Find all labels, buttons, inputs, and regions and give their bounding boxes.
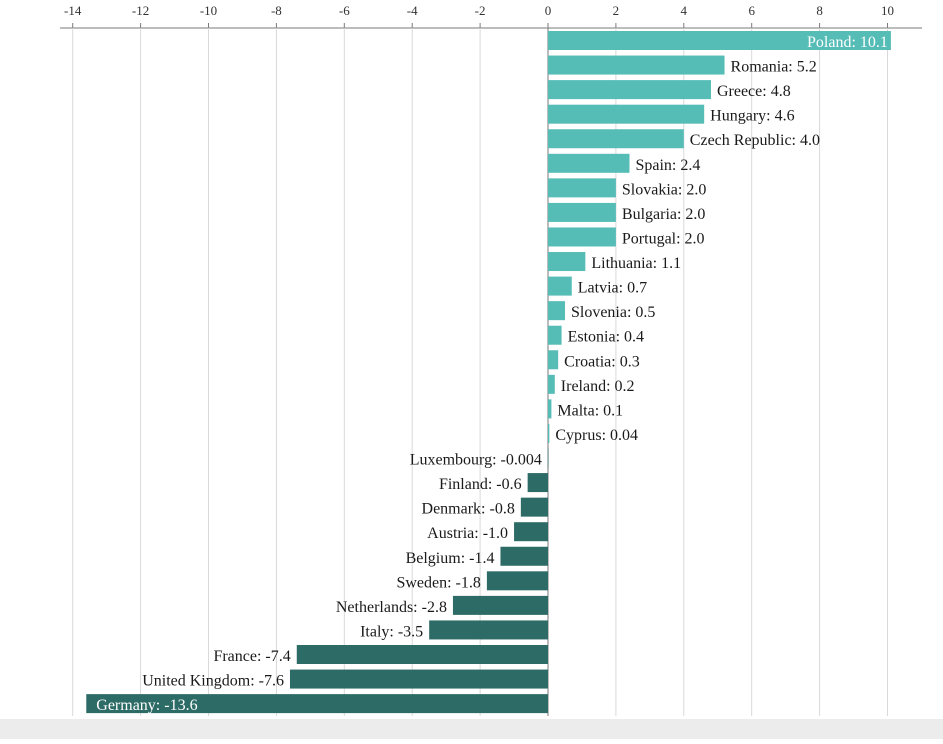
x-tick-label: 10 [881,3,894,18]
bar-lithuania [548,252,586,272]
bars [86,31,891,714]
data-label: Portugal: 2.0 [622,230,705,247]
bar-greece [548,80,711,100]
data-label: United Kingdom: -7.6 [142,673,284,690]
x-tick-label: 6 [748,3,755,18]
data-label: Finland: -0.6 [439,476,522,493]
bar-italy [429,620,548,640]
bar-slovenia [548,301,565,321]
bar-netherlands [452,595,548,615]
data-label: Slovenia: 0.5 [571,304,655,321]
data-label: Greece: 4.8 [717,83,791,100]
data-label: Latvia: 0.7 [578,280,647,297]
data-label: Romania: 5.2 [731,59,817,76]
bar-hungary [548,104,705,124]
x-tick-label: 4 [681,3,688,18]
data-label: Malta: 0.1 [557,402,623,419]
data-label: Denmark: -0.8 [422,501,515,518]
data-label: Lithuania: 1.1 [591,255,681,272]
x-tick-label: -8 [271,3,282,18]
bar-ireland [548,374,555,394]
bar-latvia [548,276,572,296]
bar-malta [548,399,552,419]
data-label: Slovakia: 2.0 [622,181,706,198]
bar-slovakia [548,178,616,198]
bar-czech-republic [548,129,684,149]
data-label: Sweden: -1.8 [396,574,480,591]
bar-germany [86,694,548,714]
bar-belgium [500,546,548,566]
bar-luxembourg [547,448,549,468]
data-label: Italy: -3.5 [360,623,423,640]
data-labels: Poland: 10.1 Romania: 5.2 Greece: 4.8 Hunga… [96,34,888,714]
data-label: Poland: 10.1 [807,34,888,51]
bar-sweden [486,571,548,591]
data-label: Estonia: 0.4 [568,329,644,346]
x-axis-ticks: -14 -12 -10 -8 -6 -4 -2 0 2 4 6 8 10 [64,3,894,28]
data-label: Belgium: -1.4 [406,550,495,567]
bar-finland [527,473,548,493]
bar-united-kingdom [289,669,548,689]
data-label: Germany: -13.6 [96,697,197,714]
data-label: Czech Republic: 4.0 [690,132,820,149]
bar-cyprus [548,423,550,443]
data-label: Ireland: 0.2 [561,378,635,395]
bar-romania [548,55,725,75]
data-label: Austria: -1.0 [427,525,508,542]
x-tick-label: -10 [200,3,217,18]
bar-denmark [520,497,548,517]
bar-poland [548,31,891,50]
bar-estonia [548,325,562,345]
x-tick-label: -6 [339,3,350,18]
data-label: Bulgaria: 2.0 [622,206,706,223]
x-tick-label: 8 [816,3,823,18]
data-label: Luxembourg: -0.004 [410,452,542,469]
x-tick-label: -2 [475,3,486,18]
x-tick-label: 2 [613,3,620,18]
x-tick-label: 0 [545,3,552,18]
bar-spain [548,153,630,173]
data-label: Netherlands: -2.8 [336,599,447,616]
x-tick-label: -12 [132,3,149,18]
bottom-band [0,719,943,739]
bar-austria [514,522,548,542]
bar-france [296,645,548,664]
data-label: Hungary: 4.6 [710,108,794,125]
data-label: Croatia: 0.3 [564,353,640,370]
bar-bulgaria [548,202,616,222]
data-label: France: -7.4 [213,648,290,665]
bar-portugal [548,227,616,247]
data-label: Spain: 2.4 [635,157,700,174]
data-label: Cyprus: 0.04 [555,427,638,444]
bar-croatia [548,350,559,370]
x-tick-label: -14 [64,3,82,18]
x-tick-label: -4 [407,3,418,18]
